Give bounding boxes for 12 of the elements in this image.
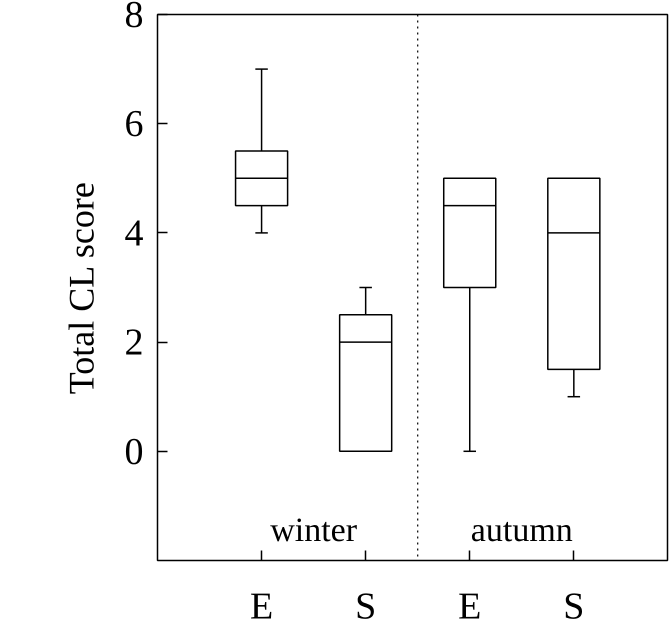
annotation: winter: [270, 512, 358, 549]
annotation: autumn: [470, 512, 573, 549]
y-tick-label: 2: [124, 322, 144, 364]
y-tick-label: 0: [124, 430, 144, 473]
y-tick-label: 6: [124, 103, 144, 146]
x-tick-label: S: [563, 586, 584, 628]
y-tick-label: 8: [124, 0, 144, 36]
x-tick-label: S: [355, 586, 376, 628]
x-tick-label: E: [458, 586, 482, 628]
x-tick-label: E: [250, 586, 274, 628]
y-tick-label: 4: [124, 212, 144, 254]
y-axis-title: Total CL score: [62, 182, 102, 394]
